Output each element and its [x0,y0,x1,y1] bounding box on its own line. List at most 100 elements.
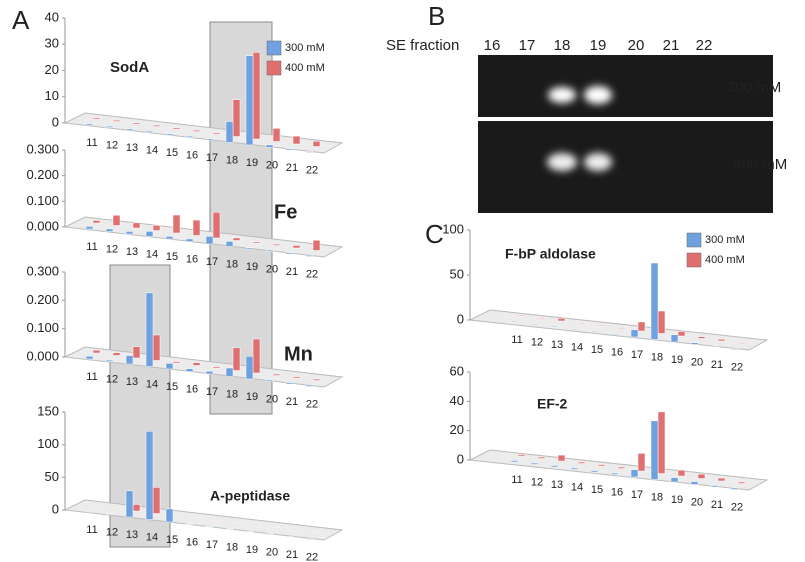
bar [92,117,101,120]
bar [125,490,134,518]
bar [550,325,559,328]
y-tick-label: 10 [45,88,59,103]
y-tick-label: 20 [450,422,464,437]
bar [85,511,94,513]
x-tick-label: 15 [591,344,603,356]
bar [597,324,606,327]
bar [105,359,114,362]
x-tick-label: 13 [126,246,138,258]
bar [172,515,181,517]
x-tick-label: 18 [651,491,663,503]
x-tick-label: 16 [186,536,198,548]
x-tick-label: 13 [551,479,563,491]
x-tick-label: 14 [146,378,158,390]
y-tick-label: 0.000 [26,218,59,233]
x-tick-label: 14 [571,481,583,493]
x-tick-label: 15 [591,484,603,496]
bar [292,135,301,145]
x-tick-label: 15 [166,381,178,393]
bar [92,349,101,354]
bar [710,485,719,488]
x-tick-label: 18 [226,258,238,270]
x-tick-label: 21 [711,499,723,511]
x-tick-label: 21 [286,549,298,561]
bar [677,331,686,337]
gel-lane-label: 22 [696,37,713,54]
gel-strip [478,55,773,117]
bar [610,333,619,335]
x-tick-label: 16 [186,383,198,395]
x-tick-label: 18 [226,154,238,166]
legend-swatch [266,40,282,56]
bar [577,322,586,324]
bar [205,138,214,141]
bar [252,338,261,374]
bar [185,368,194,372]
y-tick-label: 0.200 [26,167,59,182]
gel-lane-label: 19 [590,37,607,54]
y-tick-label: 0 [457,451,464,466]
x-tick-label: 14 [146,531,158,543]
bar [710,345,719,348]
bar [312,532,321,534]
bar [305,538,314,540]
bar [272,527,281,529]
bar [510,320,519,323]
gel-band [548,87,576,103]
y-tick-label: 0.100 [26,193,59,208]
bar [292,245,301,249]
bar [112,507,121,509]
x-tick-label: 15 [166,147,178,159]
panel-label: B [428,1,445,31]
x-tick-label: 14 [146,248,158,260]
bar [312,141,321,147]
bar [292,530,301,532]
y-tick-label: 30 [45,36,59,51]
x-tick-label: 19 [246,544,258,556]
bar [272,243,281,246]
bar [537,317,546,319]
x-tick-label: 18 [226,541,238,553]
x-tick-label: 20 [266,546,278,558]
bar [205,526,214,528]
x-tick-label: 21 [711,359,723,371]
x-tick-label: 22 [731,361,743,373]
y-tick-label: 40 [450,393,464,408]
x-tick-label: 15 [166,251,178,263]
bar [232,99,241,137]
bar [145,431,154,520]
x-tick-label: 14 [146,144,158,156]
highlight-box [209,21,273,415]
bar [570,328,579,330]
bar [232,237,241,241]
bar [165,133,174,136]
bar [657,411,666,474]
bar [252,241,261,244]
x-tick-label: 17 [206,539,218,551]
bar [172,127,181,130]
bar [85,355,94,360]
bar [112,119,121,122]
x-tick-label: 17 [631,489,643,501]
x-tick-label: 13 [126,142,138,154]
x-tick-label: 19 [671,354,683,366]
bar [125,231,134,235]
bar [265,533,274,535]
bar [105,125,114,128]
bar [272,128,281,142]
x-tick-label: 19 [671,494,683,506]
bar [172,361,181,364]
y-tick-label: 40 [45,9,59,24]
x-tick-label: 18 [226,388,238,400]
bar [590,470,599,473]
bar [152,124,161,127]
legend-swatch [686,252,702,268]
bar [517,314,526,317]
bar [85,226,94,230]
x-tick-label: 11 [86,137,97,149]
gel-lane-label: 21 [663,37,680,54]
chart-title: EF-2 [537,396,568,412]
x-tick-label: 12 [531,336,543,348]
bar [145,231,154,237]
bar [145,292,154,367]
